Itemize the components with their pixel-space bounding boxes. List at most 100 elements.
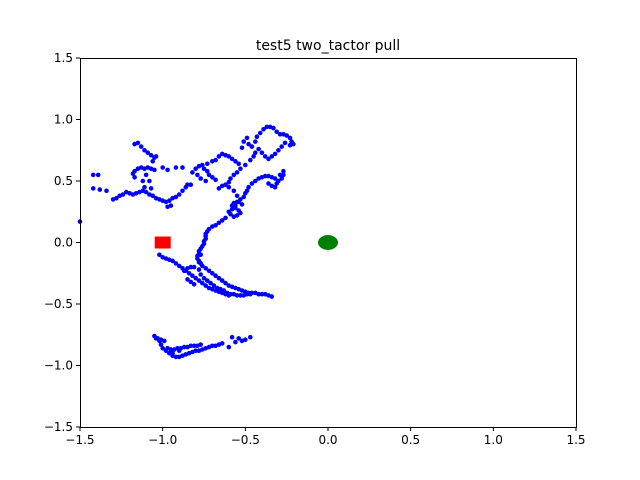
data-point <box>281 168 286 174</box>
data-point <box>200 280 205 286</box>
data-point <box>95 172 101 178</box>
data-point <box>210 224 215 229</box>
y-tick-label: −1.5 <box>44 420 73 434</box>
data-point <box>236 336 241 341</box>
data-point <box>211 283 217 288</box>
data-point <box>248 157 253 163</box>
data-point <box>196 259 202 265</box>
data-point <box>160 165 165 170</box>
data-point <box>206 268 212 274</box>
x-tick-label: 0.0 <box>318 433 337 447</box>
data-point <box>114 195 119 201</box>
data-point <box>277 132 283 137</box>
data-point <box>150 193 155 199</box>
data-point <box>234 193 240 199</box>
data-point <box>272 176 278 181</box>
data-point <box>196 278 202 283</box>
chart-title: test5 two_tactor pull <box>256 38 400 54</box>
data-point <box>147 178 152 184</box>
data-point <box>287 143 293 148</box>
data-point <box>274 129 280 135</box>
data-point <box>198 272 203 277</box>
data-point <box>176 348 182 354</box>
data-point <box>228 176 233 181</box>
data-point <box>168 203 174 208</box>
special-markers <box>154 235 338 250</box>
data-point <box>162 338 167 344</box>
data-point <box>153 154 159 159</box>
data-point <box>190 170 195 175</box>
data-point <box>191 282 197 287</box>
data-point <box>229 334 235 340</box>
data-point <box>244 135 250 141</box>
data-point <box>234 293 240 298</box>
data-point <box>248 334 253 340</box>
data-point <box>193 275 198 281</box>
data-point <box>143 172 149 178</box>
data-point <box>135 140 141 146</box>
start-square-marker <box>154 236 171 249</box>
data-point <box>226 154 232 159</box>
data-point <box>216 186 222 191</box>
data-point <box>185 277 190 282</box>
data-point <box>216 220 222 226</box>
data-point <box>201 166 207 171</box>
data-point <box>148 152 154 158</box>
data-point <box>271 125 276 131</box>
data-point <box>167 198 172 203</box>
data-point <box>190 273 195 279</box>
data-point <box>219 278 225 283</box>
data-point <box>244 291 250 297</box>
data-point <box>281 172 286 178</box>
data-point <box>165 167 170 173</box>
data-point <box>253 178 258 184</box>
data-point <box>238 293 243 298</box>
data-point <box>231 214 237 219</box>
data-point <box>249 181 255 186</box>
data-point <box>191 264 197 270</box>
x-tick-label: −1.0 <box>148 433 177 447</box>
data-point <box>243 191 248 196</box>
data-point <box>173 261 179 266</box>
data-point <box>195 172 200 178</box>
data-point <box>213 157 218 163</box>
data-point <box>257 130 263 136</box>
data-point <box>188 279 194 285</box>
y-tick-label: −0.5 <box>44 297 73 311</box>
x-tick-label: 1.0 <box>484 433 503 447</box>
y-tick-label: 0.5 <box>54 174 73 188</box>
x-tick-label: −0.5 <box>231 433 260 447</box>
data-point <box>266 156 271 162</box>
data-point <box>170 350 175 356</box>
data-point <box>188 182 194 187</box>
data-point <box>208 280 213 286</box>
data-point <box>234 170 240 175</box>
x-axis-ticks: −1.5 −1.0 −0.5 0.0 0.5 1.0 1.5 <box>65 427 586 447</box>
data-point <box>143 189 149 195</box>
data-point <box>90 186 96 191</box>
data-point <box>173 354 179 360</box>
data-point <box>256 291 261 297</box>
data-point <box>219 183 225 189</box>
data-point <box>210 175 215 180</box>
data-point <box>236 161 241 167</box>
data-point <box>191 343 197 349</box>
data-point <box>201 275 207 281</box>
data-point <box>274 181 280 186</box>
data-point <box>104 188 109 194</box>
data-point <box>138 144 144 149</box>
x-tick-label: 1.5 <box>566 433 585 447</box>
y-tick-label: 1.0 <box>54 113 73 127</box>
data-point <box>188 264 194 270</box>
data-point <box>213 177 218 183</box>
data-point <box>259 291 265 297</box>
data-point <box>246 141 251 147</box>
data-point <box>233 339 238 345</box>
data-point <box>229 207 235 212</box>
data-point <box>186 271 192 276</box>
target-circle-marker <box>318 235 338 250</box>
data-point <box>168 347 174 352</box>
data-point <box>97 187 103 192</box>
data-point <box>284 133 290 138</box>
